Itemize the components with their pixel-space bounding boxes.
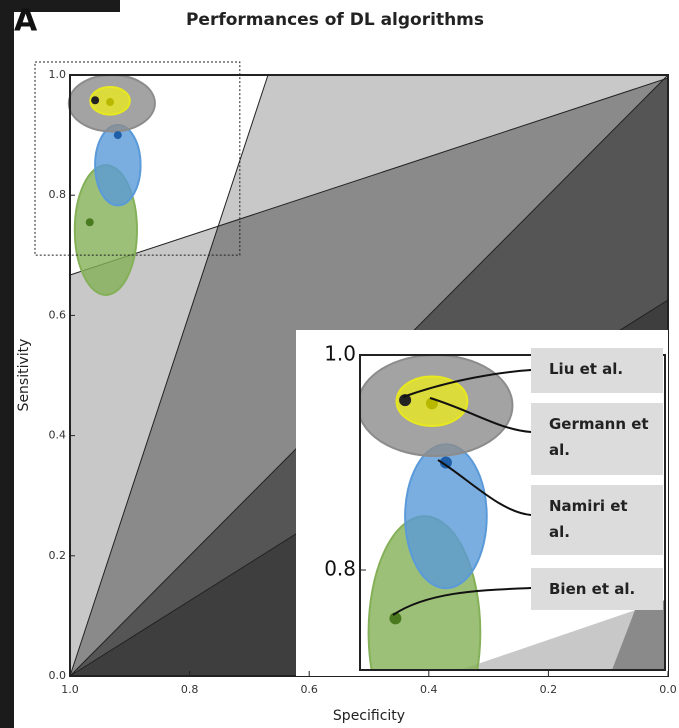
y-tick-label: 0.4	[49, 429, 67, 442]
point	[106, 98, 114, 106]
page: A Performances of DL algorithms Specific…	[0, 0, 679, 728]
x-tick-label: 1.0	[61, 683, 79, 696]
point	[91, 96, 99, 104]
x-tick-label: 0.6	[300, 683, 318, 696]
x-tick-label: 0.4	[420, 683, 438, 696]
annotation: Namiri et al.	[549, 493, 631, 545]
annotation-box: Bien et al.	[531, 568, 663, 610]
y-tick-label: 0.2	[49, 549, 67, 562]
y-tick-label: 0.8	[49, 188, 67, 201]
x-tick-label: 0.8	[181, 683, 199, 696]
inset-y-tick-label: 0.8	[324, 557, 356, 581]
annotation-box: Liu et al.	[531, 348, 663, 393]
annotation-box: Germann et al.	[531, 403, 663, 475]
chart-title: Performances of DL algorithms	[186, 10, 484, 30]
point	[86, 218, 94, 226]
y-tick-label: 0.0	[49, 669, 67, 682]
y-tick-label: 1.0	[49, 68, 67, 81]
annotation: Germann et al.	[549, 411, 649, 463]
inset-y-tick-label: 1.0	[324, 342, 356, 366]
y-tick-label: 0.6	[49, 308, 67, 321]
annotation: Bien et al.	[549, 576, 649, 602]
x-axis-label: Specificity	[333, 708, 405, 724]
y-axis-label: Sensitivity	[16, 339, 32, 412]
x-tick-label: 0.2	[540, 683, 558, 696]
x-tick-label: 0.0	[659, 683, 677, 696]
panel-label: A	[14, 4, 38, 39]
annotation-box: Namiri et al.	[531, 485, 663, 555]
point	[114, 131, 122, 139]
annotation: Liu et al.	[549, 356, 649, 382]
